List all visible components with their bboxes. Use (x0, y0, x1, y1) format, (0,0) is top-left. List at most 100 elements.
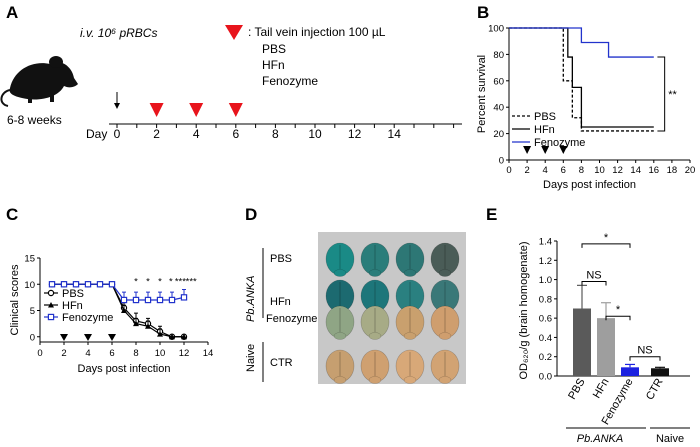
timeline-day-label: 8 (272, 127, 279, 141)
legend-label: HFn (534, 124, 555, 136)
data-point-fenozyme (156, 296, 164, 304)
x-tick-label: 14 (630, 165, 641, 176)
brain (430, 242, 460, 277)
x-tick-label: 20 (685, 165, 696, 176)
row-label-fenozyme: Fenozyme (266, 313, 317, 325)
timeline-day-label: 12 (348, 127, 362, 141)
significance-label: *** (186, 276, 197, 287)
significance-label: * (158, 276, 162, 287)
x-tick-label: 14 (203, 348, 214, 359)
infection-label: i.v. 10⁶ pRBCs (80, 26, 157, 40)
x-tick-label: 10 (155, 348, 166, 359)
legend-label: Fenozyme (534, 137, 585, 149)
y-tick-label: 10 (24, 280, 35, 291)
significance-bracket (657, 56, 666, 132)
data-point-fenozyme (132, 296, 140, 304)
data-point-fenozyme (180, 294, 188, 301)
brain (360, 305, 390, 340)
y-tick-label: 0 (499, 156, 504, 167)
x-tick-label: 8 (133, 348, 138, 359)
panel-a: A i.v. 10⁶ pRBCs : Tail vein injection 1… (0, 3, 462, 141)
data-point-hfn (181, 333, 187, 340)
y-tick-label: 80 (493, 50, 504, 61)
comparison-label: NS (586, 270, 601, 282)
data-point-hfn (133, 320, 139, 327)
x-tick-label: 0 (506, 165, 511, 176)
y-tick-label: 0.4 (539, 333, 552, 344)
x-tick-label: 4 (85, 348, 90, 359)
injection-marker-icon (541, 146, 550, 154)
category-label: CTR (644, 376, 666, 402)
legend-marker (48, 302, 54, 308)
data-point-fenozyme (120, 296, 128, 304)
brain (395, 349, 425, 384)
panel-c: C 0 5 10 15 0 2 4 6 8 10 12 14 Days post infection Cl… (6, 205, 213, 375)
bar-hfn (597, 318, 615, 376)
significance-label: * (169, 276, 173, 287)
injection-triangle-icon (149, 103, 164, 117)
y-tick-label: 1.0 (539, 275, 552, 286)
panel-b: B 0 20 40 60 80 100 0 2 4 6 8 10 12 14 16 18 20 Days post… (476, 3, 695, 191)
significance-label: ** (668, 89, 677, 101)
legend-marker (47, 289, 55, 297)
data-point-hfn (121, 307, 127, 313)
group-label-pb-anka: Pb.ANKA (245, 276, 257, 322)
y-tick-label: 100 (488, 24, 504, 35)
x-tick-label: 8 (579, 165, 584, 176)
day-label: Day (86, 127, 107, 141)
panel-d: D PBS HFn Fenozyme CTR Pb.ANKA Naive (245, 205, 466, 384)
treatment-fenozyme: Fenozyme (262, 74, 318, 88)
group-label-naive: Naive (245, 344, 257, 372)
x-tick-label: 16 (649, 165, 660, 176)
comparison-bracket (581, 243, 631, 248)
x-tick-label: 12 (179, 348, 190, 359)
injection-triangle-icon (228, 103, 243, 117)
y-tick-label: 0.6 (539, 314, 552, 325)
y-tick-label: 5 (30, 306, 35, 317)
timeline-day-label: 14 (388, 127, 402, 141)
y-tick-label: 40 (493, 103, 504, 114)
category-label: PBS (566, 377, 587, 402)
comparison-label: * (616, 304, 621, 316)
x-tick-label: 0 (37, 348, 42, 359)
row-label-hfn: HFn (270, 296, 291, 308)
y-tick-label: 0.8 (539, 294, 552, 305)
x-tick-label: 2 (61, 348, 66, 359)
panel-e-label: E (486, 205, 497, 224)
brain (325, 349, 355, 384)
brain-cerebellum (403, 376, 417, 384)
comparison-bracket (581, 281, 607, 286)
data-point-fenozyme (72, 281, 80, 288)
brain-cerebellum (438, 269, 452, 277)
legend-label: Fenozyme (62, 312, 113, 324)
comparison-label: NS (637, 345, 652, 357)
timeline-day-label: 4 (193, 127, 200, 141)
brain (395, 305, 425, 340)
y-tick-label: 0.0 (539, 372, 552, 383)
brain-cerebellum (368, 332, 382, 340)
brain-cerebellum (333, 332, 347, 340)
x-tick-label: 12 (612, 165, 623, 176)
brain-cerebellum (403, 269, 417, 277)
significance-label: * (146, 276, 150, 287)
legend-marker (47, 313, 55, 321)
data-point-hfn (157, 331, 163, 337)
timeline-day-label: 0 (114, 127, 121, 141)
group-label-pb-anka: Pb.ANKA (577, 433, 623, 445)
panel-c-label: C (6, 205, 18, 224)
treatment-hfn: HFn (262, 58, 285, 72)
timeline-day-label: 6 (232, 127, 239, 141)
x-tick-label: 10 (594, 165, 605, 176)
y-tick-label: 0.2 (539, 352, 552, 363)
brain-cerebellum (368, 269, 382, 277)
y-tick-label: 1.4 (539, 237, 552, 248)
row-label-pbs: PBS (270, 253, 292, 265)
bar-fenozyme (621, 367, 639, 376)
bar-pbs (573, 308, 591, 376)
brain-cerebellum (333, 269, 347, 277)
x-tick-label: 2 (524, 165, 529, 176)
y-tick-label: 60 (493, 76, 504, 87)
injection-triangle-icon (189, 103, 204, 117)
brain-photo (325, 242, 460, 384)
